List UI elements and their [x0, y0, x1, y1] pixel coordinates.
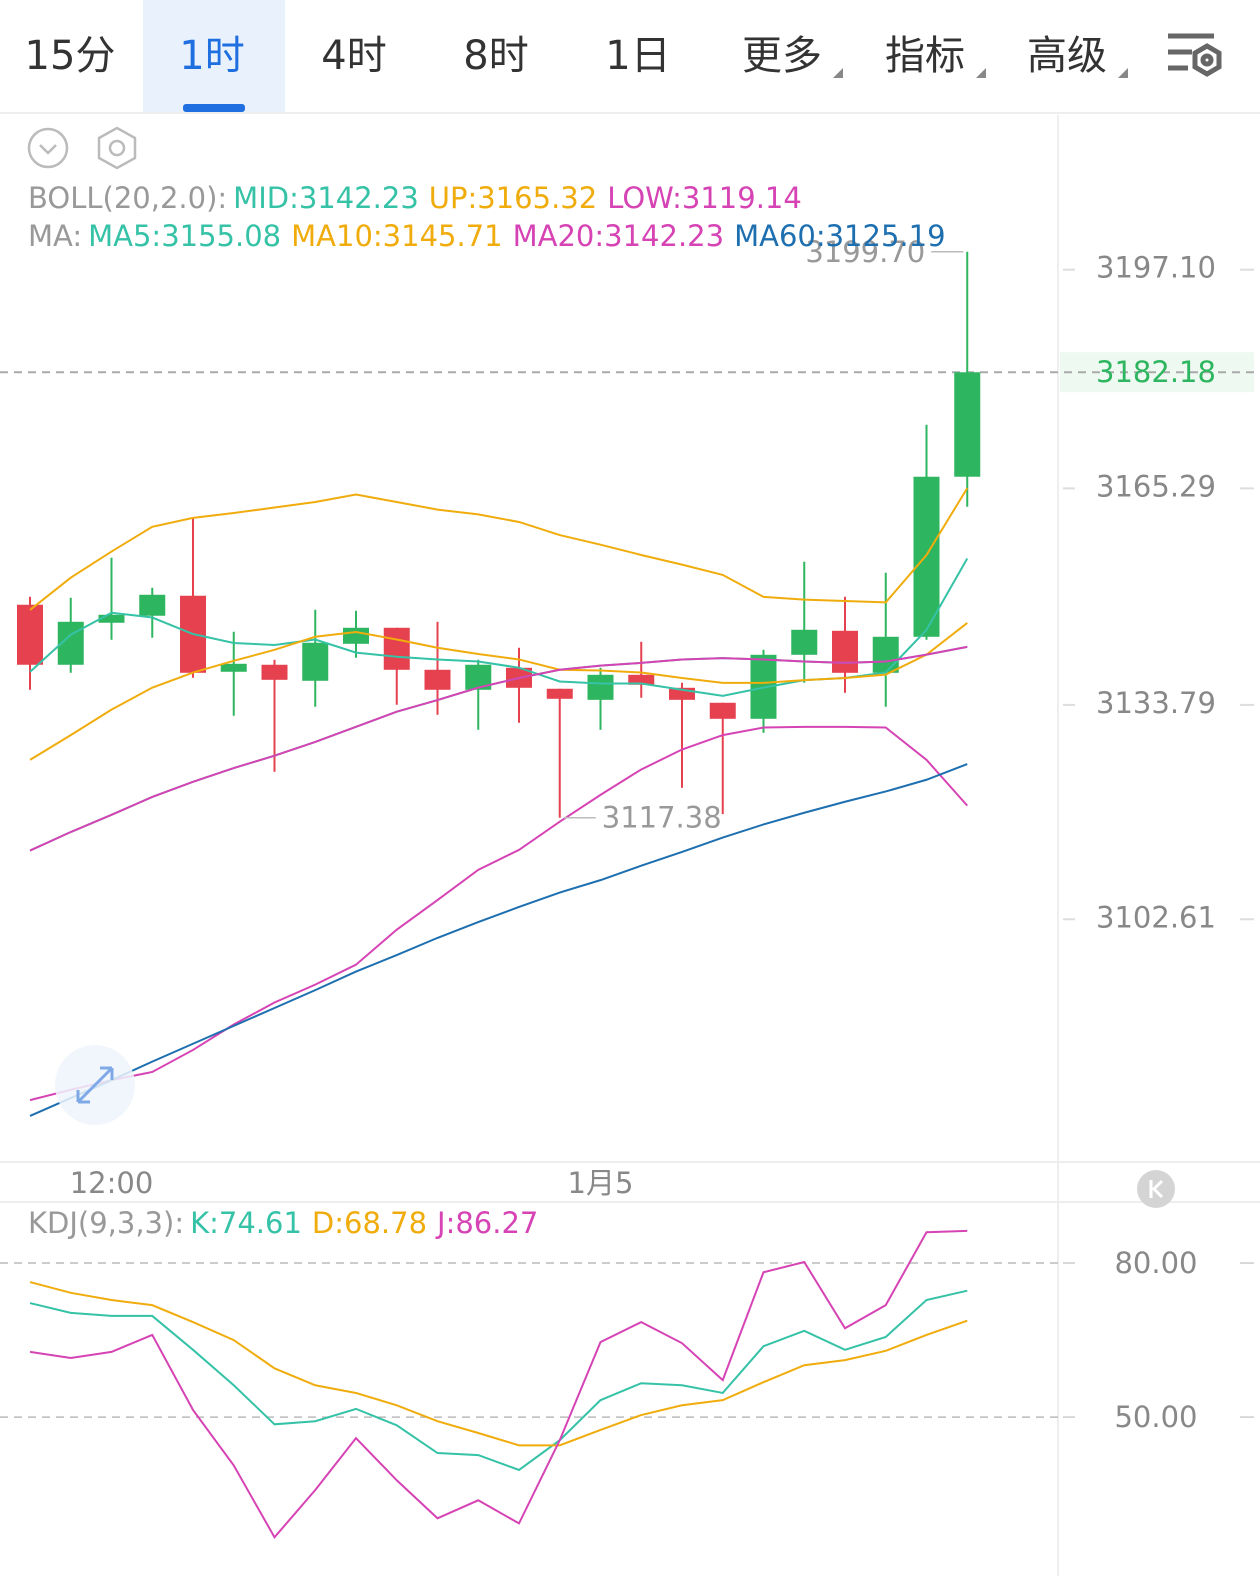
tab[interactable]: 高级 [1027, 33, 1107, 79]
indicator-line [29, 763, 968, 1117]
main-chart: 3197.10 3165.29 3133.79 3102.61 3182.18 12:00… [0, 181, 1254, 1200]
indicator-line [29, 725, 968, 1102]
y-tick-label: 3197.10 [1096, 251, 1216, 285]
legend-entry: MID:3142.23 [233, 181, 419, 215]
indicator-settings-icon[interactable] [97, 126, 137, 170]
icon-chevron [39, 144, 57, 155]
latest-button[interactable] [1137, 1170, 1175, 1208]
chart-settings-icon[interactable] [1168, 33, 1222, 77]
legend-entry: LOW:3119.14 [607, 181, 802, 215]
legend-entry: MA60:3125.19 [734, 219, 945, 253]
legend-entry: D:68.78 [312, 1206, 427, 1240]
candle-body [139, 594, 166, 616]
legend-entry: MA10:3145.71 [291, 219, 502, 253]
kdj-chart: 80.00 50.00 KDJ(9,3,3): K:74.61 D:68.78 J:86.… [0, 1206, 1254, 1539]
tab[interactable]: 指标 [885, 33, 965, 79]
candle-body [546, 688, 573, 699]
legend-entry: K:74.61 [190, 1206, 302, 1240]
zoom-arrow [76, 1066, 114, 1104]
candle-body [832, 630, 858, 673]
indicator-line [29, 1229, 968, 1539]
icon-gear-hole [1200, 53, 1214, 67]
annotation-label: 3199.70 [805, 235, 925, 269]
candle-body [424, 669, 451, 690]
legend-entry: J:86.27 [435, 1206, 538, 1240]
icon-gear [1192, 43, 1222, 77]
indicator-line [29, 487, 969, 611]
candle-body [587, 674, 614, 700]
dropdown-arrow [976, 68, 986, 78]
candle-body [791, 629, 818, 655]
last-price-label: 3182.18 [1096, 355, 1216, 389]
legend-label: KDJ(9,3,3): [28, 1206, 184, 1240]
y-tick-label: 3133.79 [1096, 686, 1216, 720]
legend-label: BOLL(20,2.0): [28, 181, 227, 215]
annotation-label: 3117.38 [602, 801, 722, 835]
y-tick-label: 50.00 [1114, 1400, 1197, 1434]
collapse-icon[interactable] [27, 127, 69, 169]
candle-body [383, 627, 410, 670]
candle-body [98, 614, 125, 623]
candle-body [913, 476, 940, 637]
tab[interactable]: 8时 [463, 33, 528, 79]
y-tick-label: 3102.61 [1096, 900, 1216, 934]
tab[interactable]: 4时 [321, 33, 386, 79]
legend-entry: UP:3165.32 [429, 181, 597, 215]
legend-entry: MA20:3142.23 [513, 219, 724, 253]
selected-tab-bg [143, 0, 285, 112]
icon-circle [27, 127, 69, 169]
tab[interactable]: 1时 [179, 33, 244, 79]
candle-body [343, 627, 369, 644]
indicator-line [29, 645, 968, 852]
dropdown-arrow [1118, 68, 1128, 78]
indicator-line [29, 1289, 968, 1472]
candle-body [709, 702, 736, 719]
legend-label: MA: [28, 219, 82, 253]
candle-body [261, 664, 288, 680]
icon-hole [108, 139, 126, 157]
latest-icon [1149, 1179, 1164, 1199]
tab[interactable]: 15分 [25, 33, 116, 79]
selected-tab-indicator [183, 104, 245, 112]
candle-body [220, 663, 247, 672]
candle-body [628, 674, 655, 685]
legend-entry: MA5:3155.08 [88, 219, 281, 253]
y-tick-label: 3165.29 [1096, 469, 1216, 503]
y-tick-label: 80.00 [1114, 1246, 1197, 1280]
candle-body [872, 636, 899, 673]
zoom-button[interactable] [55, 1045, 135, 1125]
icon-hexagon [97, 126, 137, 170]
candle-body [302, 642, 329, 681]
indicator-line [29, 1281, 968, 1447]
tab[interactable]: 1日 [605, 33, 670, 79]
dropdown-arrow [833, 68, 843, 78]
x-tick-label: 1月5 [568, 1166, 634, 1200]
candle-body [17, 604, 43, 665]
candle-body [954, 372, 981, 477]
x-tick-label: 12:00 [70, 1166, 154, 1200]
tab[interactable]: 更多 [742, 33, 822, 79]
indicator-line [29, 622, 968, 761]
